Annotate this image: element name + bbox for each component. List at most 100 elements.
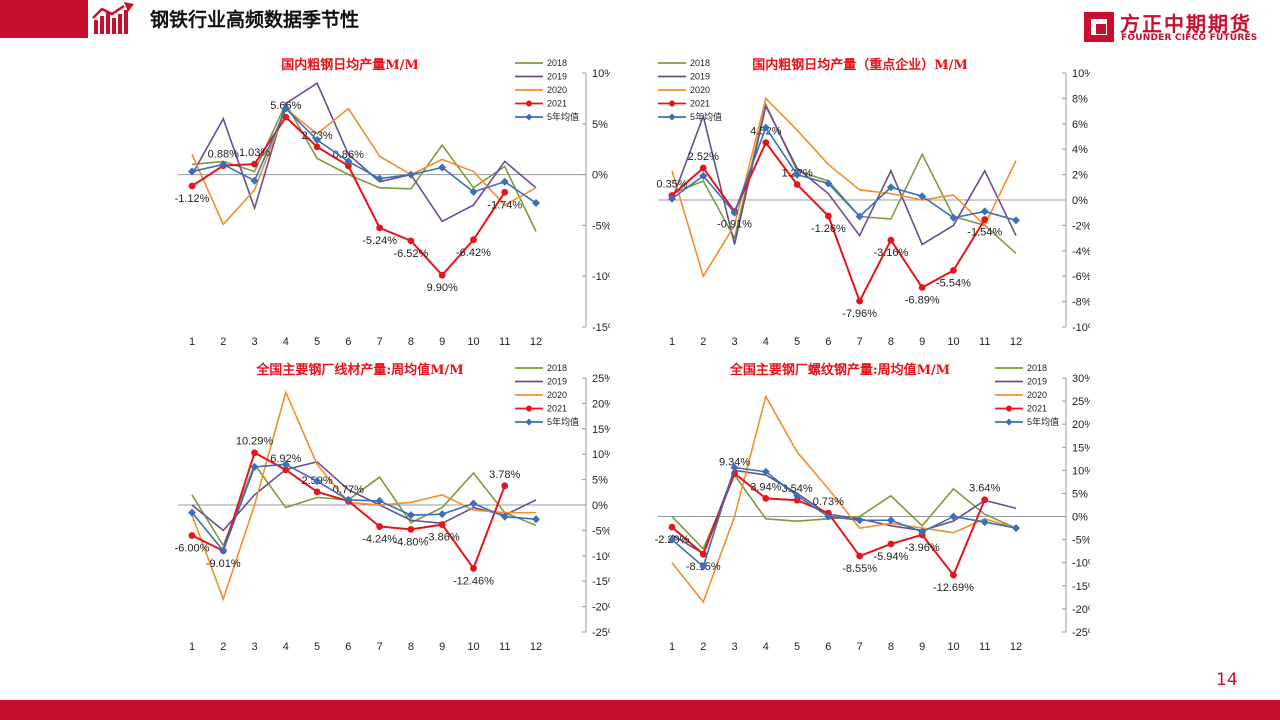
data-point-2021: [376, 523, 384, 530]
data-label: 0.35%: [656, 179, 687, 191]
legend-label: 2019: [1027, 377, 1047, 387]
data-point-5年均值: [250, 462, 259, 471]
data-point-2021: [470, 564, 477, 572]
chart-rebar-weekly: 全国主要钢厂螺纹钢产量:周均值M/M 30% 25% 20% 15% 10% 5% 0% -5%…: [630, 360, 1090, 670]
data-point-5年均值: [980, 207, 989, 216]
data-point-5年均值: [824, 512, 833, 521]
series-line-2020: [191, 389, 536, 602]
legend-marker: [1005, 418, 1013, 426]
x-tick-label: 9: [919, 336, 925, 348]
data-point-2021: [407, 237, 415, 245]
data-point-2021: [407, 525, 415, 533]
x-tick-label: 8: [888, 641, 894, 653]
chart-title: 全国主要钢厂螺纹钢产量:周均值M/M: [729, 362, 950, 378]
data-point-2021: [313, 488, 321, 496]
data-point-5年均值: [219, 160, 228, 169]
data-point-5年均值: [219, 546, 228, 555]
series-line-2018: [671, 473, 1017, 551]
data-point-5年均值: [793, 170, 802, 179]
data-point-2021: [344, 162, 352, 170]
legend-label: 2019: [690, 72, 710, 82]
y-tick-label: 5%: [592, 475, 608, 487]
legend-label: 5年均值: [547, 416, 579, 427]
data-label: 3.64%: [969, 483, 1000, 495]
data-point-5年均值: [344, 157, 353, 166]
data-label: -0.91%: [717, 219, 752, 231]
data-point-2021: [668, 523, 676, 531]
legend-label: 2021: [547, 404, 567, 414]
x-tick-label: 12: [1010, 641, 1022, 653]
page-number: 14: [1216, 670, 1238, 690]
series-line-5年均值: [671, 466, 1017, 568]
data-point-2021: [282, 466, 290, 474]
x-tick-label: 10: [467, 641, 479, 653]
data-point-5年均值: [980, 518, 989, 527]
series-line-5年均值: [671, 125, 1017, 222]
data-point-5年均值: [886, 183, 895, 192]
data-point-5年均值: [375, 174, 384, 183]
data-point-5年均值: [855, 516, 864, 525]
x-tick-label: 8: [408, 641, 414, 653]
data-point-5年均值: [793, 491, 802, 500]
x-tick-label: 9: [439, 336, 445, 348]
x-tick-label: 9: [919, 641, 925, 653]
y-tick-label: 10%: [592, 68, 610, 80]
series-line-2020: [671, 394, 1017, 604]
legend-label: 5年均值: [547, 111, 579, 122]
data-point-5年均值: [375, 496, 384, 505]
data-point-5年均值: [918, 527, 927, 536]
y-tick-label: 4%: [1072, 144, 1088, 156]
series-line-2019: [191, 460, 537, 532]
footer-red-bar: [0, 700, 1280, 720]
data-point-2021: [188, 182, 196, 190]
x-tick-label: 6: [345, 336, 351, 348]
x-tick-label: 10: [947, 641, 959, 653]
brand-subtitle: FOUNDER CIFCO FUTURES: [1121, 33, 1258, 43]
x-tick-label: 2: [700, 336, 706, 348]
data-point-5年均值: [949, 512, 958, 521]
data-label: -6.89%: [905, 295, 940, 307]
chart-title: 全国主要钢厂线材产量:周均值M/M: [255, 362, 463, 378]
y-tick-label: -20%: [1072, 604, 1090, 616]
x-tick-label: 1: [189, 641, 195, 653]
x-tick-label: 12: [1010, 336, 1022, 348]
data-label: -8.55%: [842, 563, 877, 575]
data-point-5年均值: [668, 535, 676, 544]
y-tick-label: 15%: [1072, 442, 1090, 454]
y-tick-label: 6%: [1072, 119, 1088, 131]
y-tick-label: 10%: [1072, 465, 1090, 477]
data-label: 9.90%: [427, 282, 458, 294]
data-point-5年均值: [761, 467, 770, 476]
y-tick-label: -2%: [1072, 220, 1090, 232]
data-point-2021: [981, 496, 989, 504]
data-point-2021: [188, 532, 196, 539]
y-tick-label: -10%: [1072, 322, 1090, 334]
data-point-5年均值: [918, 192, 927, 201]
data-label: -3.86%: [425, 532, 460, 544]
data-point-2021: [470, 236, 477, 244]
data-label: -3.16%: [873, 247, 908, 259]
legend-marker: [526, 405, 532, 412]
data-point-5年均值: [824, 179, 833, 188]
data-point-5年均值: [438, 163, 447, 172]
y-tick-label: -10%: [592, 271, 610, 283]
x-tick-label: 3: [251, 336, 257, 348]
data-label: -12.46%: [453, 575, 494, 587]
x-tick-label: 3: [731, 336, 737, 348]
steel-chart-icon: [90, 2, 142, 40]
x-tick-label: 7: [857, 336, 863, 348]
y-tick-label: -10%: [592, 551, 610, 563]
data-point-5年均值: [949, 213, 958, 222]
data-point-2021: [887, 540, 895, 548]
legend-marker: [668, 113, 676, 121]
legend-label: 2021: [547, 99, 567, 109]
data-point-5年均值: [699, 171, 708, 180]
legend-marker: [669, 100, 675, 107]
data-point-2021: [376, 224, 384, 232]
x-tick-label: 11: [499, 336, 510, 348]
data-point-5年均值: [699, 562, 708, 571]
y-tick-label: -8%: [1072, 297, 1090, 309]
legend-label: 2019: [547, 72, 567, 82]
y-tick-label: 0%: [1072, 512, 1088, 524]
series-line-5年均值: [191, 107, 537, 204]
